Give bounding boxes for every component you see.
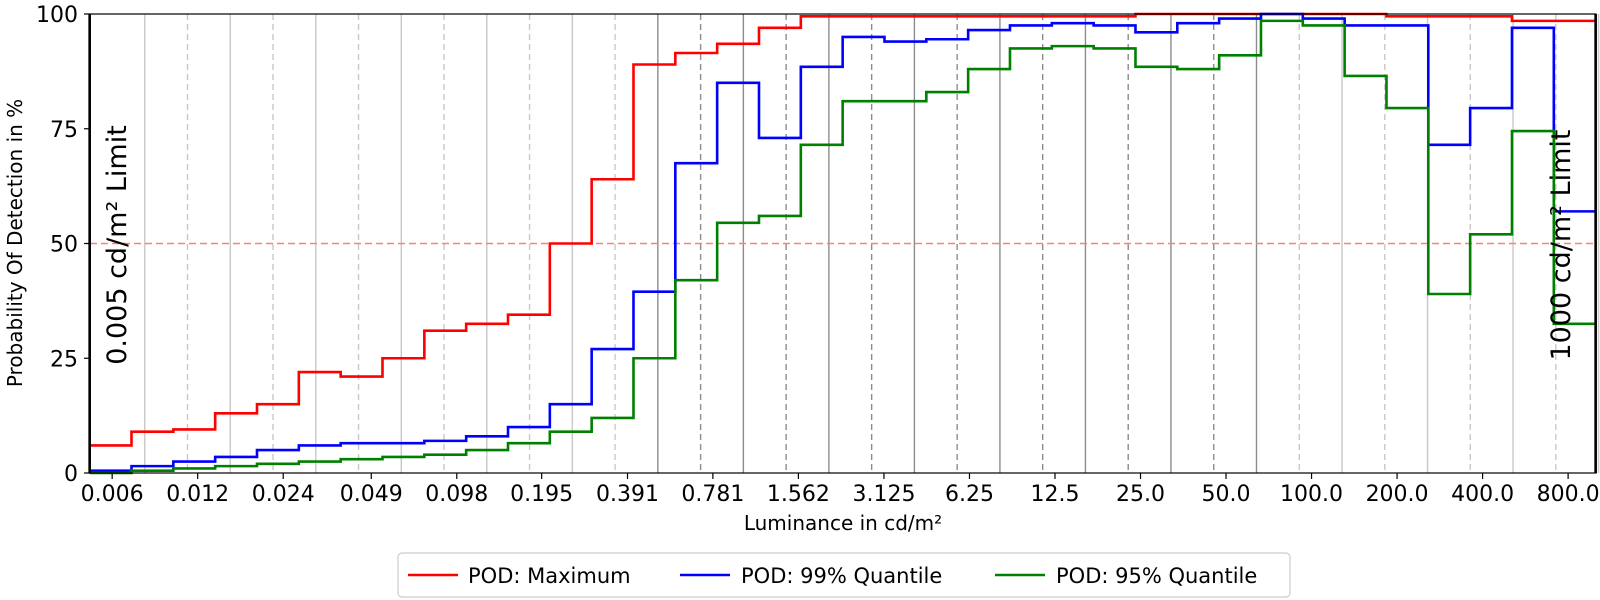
x-tick-label: 3.125: [852, 482, 915, 507]
y-tick-label: 25: [50, 347, 78, 372]
x-tick-label: 0.024: [252, 482, 315, 507]
legend-box: [397, 552, 1291, 598]
x-tick-label: 0.049: [340, 482, 403, 507]
x-tick-label: 100.0: [1280, 482, 1343, 507]
x-tick-label: 0.012: [166, 482, 229, 507]
x-tick-label: 25.0: [1116, 482, 1165, 507]
x-tick-label: 0.006: [81, 482, 144, 507]
legend: POD: Maximum POD: 99% Quantile POD: 95% …: [397, 552, 1291, 598]
x-tick-label: 50.0: [1202, 482, 1251, 507]
y-tick-label: 0: [64, 462, 78, 487]
y-tick-label: 50: [50, 233, 78, 258]
x-tick-label: 1.562: [767, 482, 830, 507]
x-tick-label: 6.25: [945, 482, 994, 507]
left-limit-label: 0.005 cd/m² Limit: [102, 125, 133, 365]
x-tick-label: 12.5: [1030, 482, 1079, 507]
series-line-pod-95-quantile: [89, 19, 1596, 475]
legend-label-95-quantile: POD: 95% Quantile: [1056, 564, 1257, 588]
y-axis-label: Probability Of Detection in %: [3, 99, 27, 387]
legend-label-maximum: POD: Maximum: [468, 564, 631, 588]
x-tick-label: 400.0: [1451, 482, 1514, 507]
x-tick-label: 0.391: [596, 482, 659, 507]
x-tick-label: 0.781: [681, 482, 744, 507]
legend-label-99-quantile: POD: 99% Quantile: [741, 564, 942, 588]
x-tick-label: 0.098: [425, 482, 488, 507]
x-tick-label: 0.195: [510, 482, 573, 507]
y-tick-label: 100: [36, 3, 78, 28]
x-axis-label: Luminance in cd/m²: [744, 511, 942, 535]
y-tick-label: 75: [50, 118, 78, 143]
x-tick-label: 800.0: [1537, 482, 1600, 507]
y-axis-ticks: 0 25 50 75 100: [36, 3, 90, 487]
right-limit-label: 1000 cd/m² Limit: [1546, 129, 1577, 360]
x-tick-label: 200.0: [1366, 482, 1429, 507]
x-axis-ticks: 0.006 0.012 0.024 0.049 0.098 0.195 0.391 0.781…: [81, 473, 1600, 507]
series-line-pod-99-quantile: [89, 12, 1596, 472]
